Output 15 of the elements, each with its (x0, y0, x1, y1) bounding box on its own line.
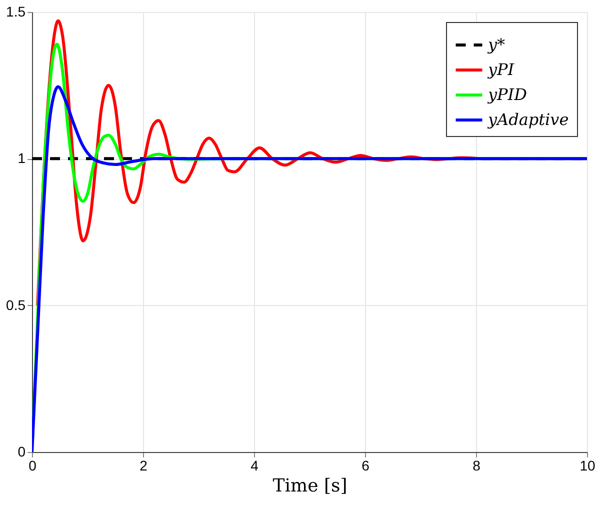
legend-label: yPID (487, 85, 528, 104)
x-tick-label: 6 (362, 458, 370, 474)
y-tick-label: 0.5 (6, 296, 26, 313)
x-tick-label: 0 (28, 458, 37, 474)
legend-label: yPI (487, 60, 515, 79)
legend-label: y* (487, 35, 506, 54)
y-tick-label: 1.5 (6, 4, 26, 20)
x-axis-title: Time [s] (272, 476, 348, 496)
x-tick-label: 4 (250, 458, 259, 474)
x-tick-label: 8 (472, 458, 481, 474)
x-tick-label: 10 (580, 458, 596, 474)
y-tick-label: 0 (18, 444, 26, 460)
y-tick-label: 1 (18, 150, 26, 166)
legend-label: yAdaptive (487, 110, 569, 129)
x-tick-label: 2 (140, 458, 148, 474)
